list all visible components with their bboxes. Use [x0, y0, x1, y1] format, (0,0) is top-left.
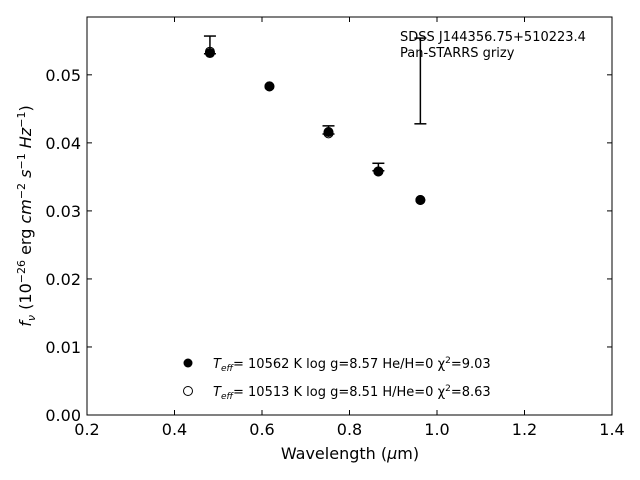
legend-entry-1: Teff= 10562 K log g=8.57 He/H=0 χ2=9.03 — [213, 356, 491, 374]
y-axis-ticks: 0.00 0.01 0.02 0.03 0.04 0.05 — [45, 66, 612, 425]
annotation-line-2: Pan-STARRS grizy — [400, 46, 515, 61]
y-tick-label: 0.00 — [45, 406, 81, 425]
y-axis-label: fν (10−26 erg cm−2 s−1 Hz−1) — [15, 105, 38, 326]
x-tick-label: 1.2 — [512, 420, 537, 439]
data-markers — [204, 46, 426, 206]
y-tick-label: 0.03 — [45, 202, 81, 221]
legend: Teff= 10562 K log g=8.57 He/H=0 χ2=9.03 … — [183, 356, 491, 402]
annotation-line-1: SDSS J144356.75+510223.4 — [400, 30, 586, 45]
x-tick-label: 0.2 — [74, 420, 99, 439]
y-tick-label: 0.01 — [45, 338, 81, 357]
legend-marker-open — [183, 386, 193, 396]
y-tick-label: 0.05 — [45, 66, 81, 85]
model-point-open — [373, 166, 384, 177]
legend-entry-2: Teff= 10513 K log g=8.51 H/He=0 χ2=8.63 — [213, 384, 491, 402]
model-point-open — [323, 128, 334, 139]
x-tick-label: 0.6 — [249, 420, 274, 439]
x-tick-label: 0.4 — [162, 420, 187, 439]
x-axis-ticks: 0.2 0.4 0.6 0.8 1.0 1.2 1.4 — [74, 17, 625, 439]
x-axis-label: Wavelength (μm) — [281, 444, 419, 463]
y-tick-label: 0.04 — [45, 134, 81, 153]
y-tick-label: 0.02 — [45, 270, 81, 289]
model-point-open — [204, 46, 215, 57]
x-tick-label: 0.8 — [337, 420, 362, 439]
x-tick-label: 1.4 — [599, 420, 624, 439]
x-tick-label: 1.0 — [424, 420, 449, 439]
legend-marker-filled — [183, 358, 193, 368]
model-point-open — [264, 81, 275, 92]
model-point-open — [415, 195, 426, 206]
